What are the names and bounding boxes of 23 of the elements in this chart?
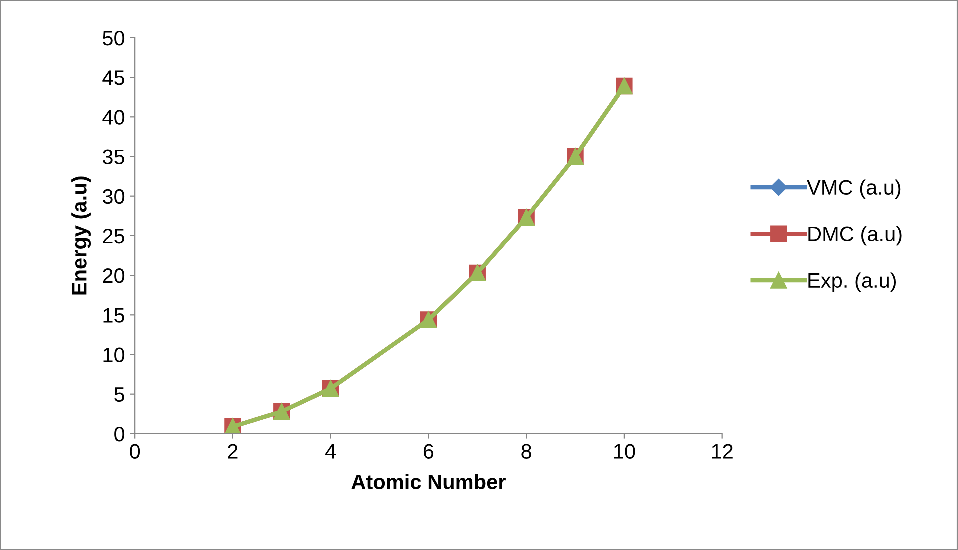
x-tick-label: 10 <box>614 444 636 459</box>
y-tick-label: 5 <box>114 388 124 402</box>
x-tick-label: 12 <box>712 444 733 459</box>
x-axis-title: Atomic Number <box>352 474 506 490</box>
y-tick-label: 40 <box>102 110 125 125</box>
y-tick-label: 0 <box>114 426 125 442</box>
x-tick-label: 6 <box>424 444 434 459</box>
y-tick-label: 50 <box>103 30 125 46</box>
y-axis-title: Energy (a.u) <box>72 176 92 295</box>
legend-label: Exp. (a.u) <box>808 272 896 292</box>
y-tick-label: 35 <box>102 150 124 165</box>
legend-label: DMC (a.u) <box>808 226 902 246</box>
y-tick-label: 20 <box>103 268 125 284</box>
x-tick-label: 8 <box>522 444 532 459</box>
legend-label: VMC (a.u) <box>807 180 901 200</box>
y-tick-label: 10 <box>104 348 125 363</box>
y-tick-label: 30 <box>102 189 125 204</box>
y-tick-label: 25 <box>103 228 124 244</box>
y-tick-label: 45 <box>102 70 124 86</box>
x-tick-label: 2 <box>228 444 238 459</box>
x-tick-label: 4 <box>326 444 336 459</box>
y-tick-label: 15 <box>104 308 124 323</box>
x-tick-label: 0 <box>130 444 140 459</box>
